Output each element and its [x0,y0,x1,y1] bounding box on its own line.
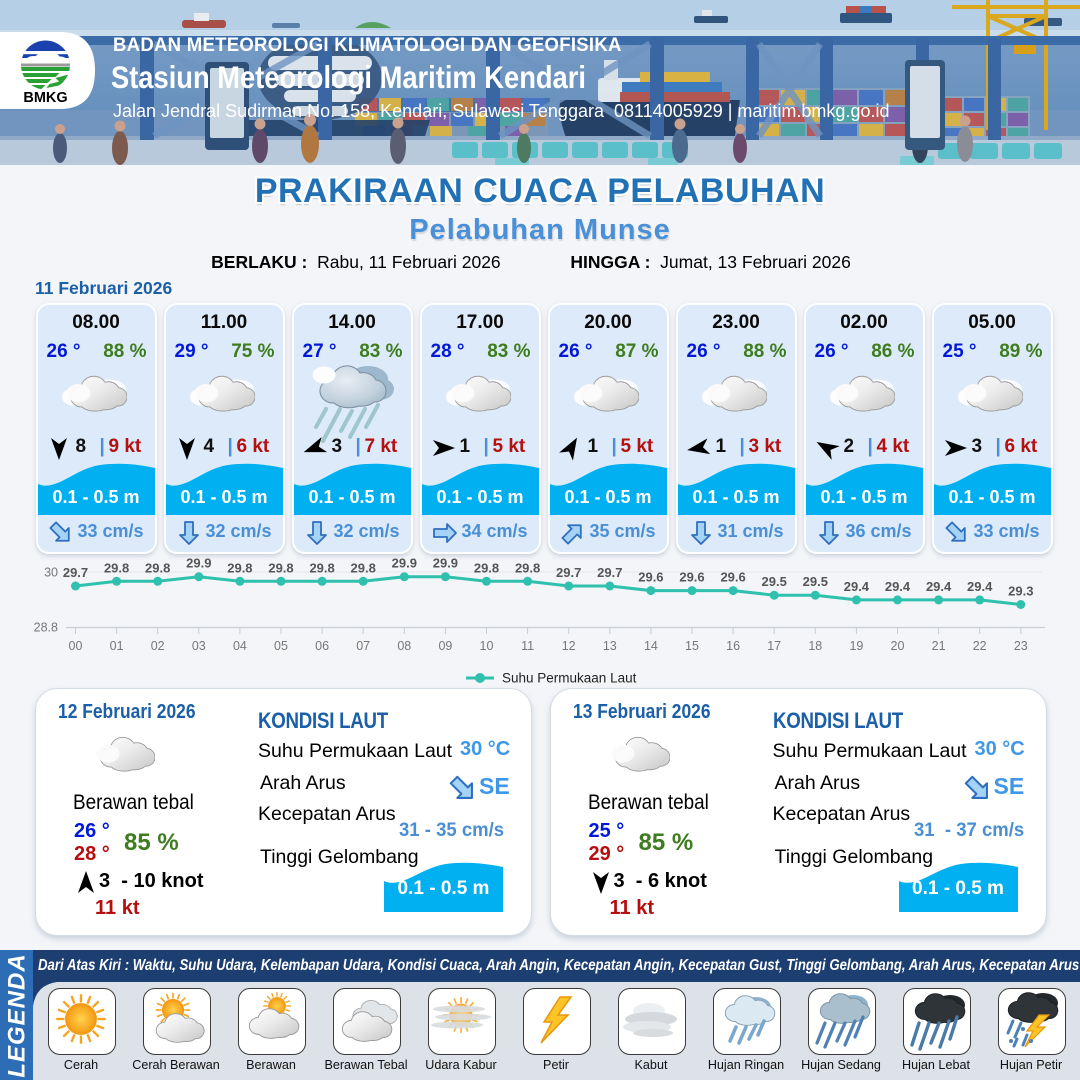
svg-text:29.8: 29.8 [227,560,252,575]
svg-text:22: 22 [973,639,987,653]
svg-text:29.9: 29.9 [433,556,458,571]
svg-text:29.5: 29.5 [762,574,787,589]
svg-text:11: 11 [521,639,534,653]
svg-text:29.6: 29.6 [638,570,663,585]
svg-text:29.9: 29.9 [392,556,417,571]
svg-text:29.3: 29.3 [1008,584,1033,599]
svg-text:03: 03 [192,639,206,653]
svg-text:29.8: 29.8 [268,560,293,575]
svg-text:29.8: 29.8 [145,560,170,575]
svg-text:29.5: 29.5 [803,574,828,589]
svg-text:10: 10 [480,639,494,653]
svg-text:29.9: 29.9 [186,556,211,571]
svg-text:30: 30 [44,566,58,580]
svg-text:17: 17 [767,639,781,653]
svg-text:BMKG: BMKG [23,90,67,106]
svg-text:06: 06 [315,639,329,653]
svg-text:13: 13 [603,639,617,653]
svg-text:16: 16 [726,639,740,653]
svg-text:04: 04 [233,639,247,653]
svg-text:29.8: 29.8 [104,560,129,575]
svg-text:Suhu Permukaan Laut: Suhu Permukaan Laut [502,671,637,686]
svg-text:29.8: 29.8 [515,560,540,575]
svg-text:15: 15 [685,639,699,653]
svg-text:23: 23 [1014,639,1028,653]
svg-text:14: 14 [644,639,658,653]
svg-text:01: 01 [110,639,124,653]
svg-text:29.4: 29.4 [885,579,911,594]
svg-text:02: 02 [151,639,165,653]
svg-text:08: 08 [397,639,411,653]
svg-text:05: 05 [274,639,288,653]
svg-text:29.7: 29.7 [63,565,88,580]
svg-text:28.8: 28.8 [34,621,58,635]
svg-text:21: 21 [932,639,946,653]
svg-text:20: 20 [891,639,905,653]
svg-text:07: 07 [356,639,370,653]
svg-text:29.8: 29.8 [474,560,499,575]
svg-text:09: 09 [438,639,452,653]
svg-text:29.7: 29.7 [556,565,581,580]
svg-text:29.4: 29.4 [844,579,870,594]
svg-text:18: 18 [808,639,822,653]
svg-text:12: 12 [562,639,576,653]
svg-text:29.8: 29.8 [309,560,334,575]
svg-text:00: 00 [69,639,83,653]
svg-text:29.4: 29.4 [926,579,952,594]
svg-text:29.8: 29.8 [351,560,376,575]
svg-text:29.6: 29.6 [720,570,745,585]
svg-text:19: 19 [849,639,863,653]
svg-text:29.7: 29.7 [597,565,622,580]
svg-text:29.4: 29.4 [967,579,993,594]
svg-text:29.6: 29.6 [679,570,704,585]
